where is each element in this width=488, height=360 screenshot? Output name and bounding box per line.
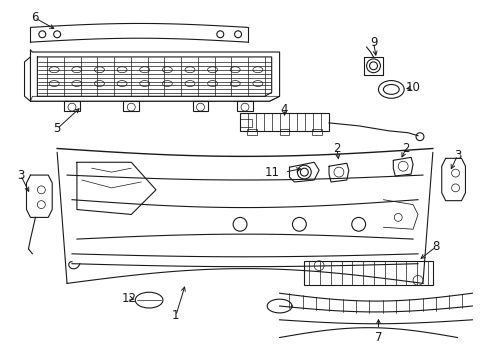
Text: 2: 2 (402, 142, 409, 155)
Bar (246, 129, 256, 135)
Text: 10: 10 (405, 81, 420, 94)
Bar (64, 101, 80, 111)
Text: 12: 12 (122, 292, 137, 305)
Text: 3: 3 (17, 168, 24, 181)
Bar (192, 101, 208, 111)
Text: 7: 7 (374, 331, 382, 344)
Text: 3: 3 (453, 149, 460, 162)
Text: 5: 5 (53, 122, 61, 135)
Bar (279, 129, 289, 135)
Text: 6: 6 (31, 11, 38, 24)
Text: 4: 4 (280, 103, 288, 116)
Text: 9: 9 (369, 36, 377, 49)
Bar (240, 119, 251, 127)
Text: 11: 11 (264, 166, 279, 179)
Text: 2: 2 (332, 142, 340, 155)
Bar (240, 113, 328, 131)
Bar (237, 101, 252, 111)
Text: 8: 8 (431, 240, 439, 253)
Bar (311, 129, 322, 135)
Bar (304, 261, 432, 285)
Text: 1: 1 (172, 309, 179, 322)
Bar (123, 101, 139, 111)
